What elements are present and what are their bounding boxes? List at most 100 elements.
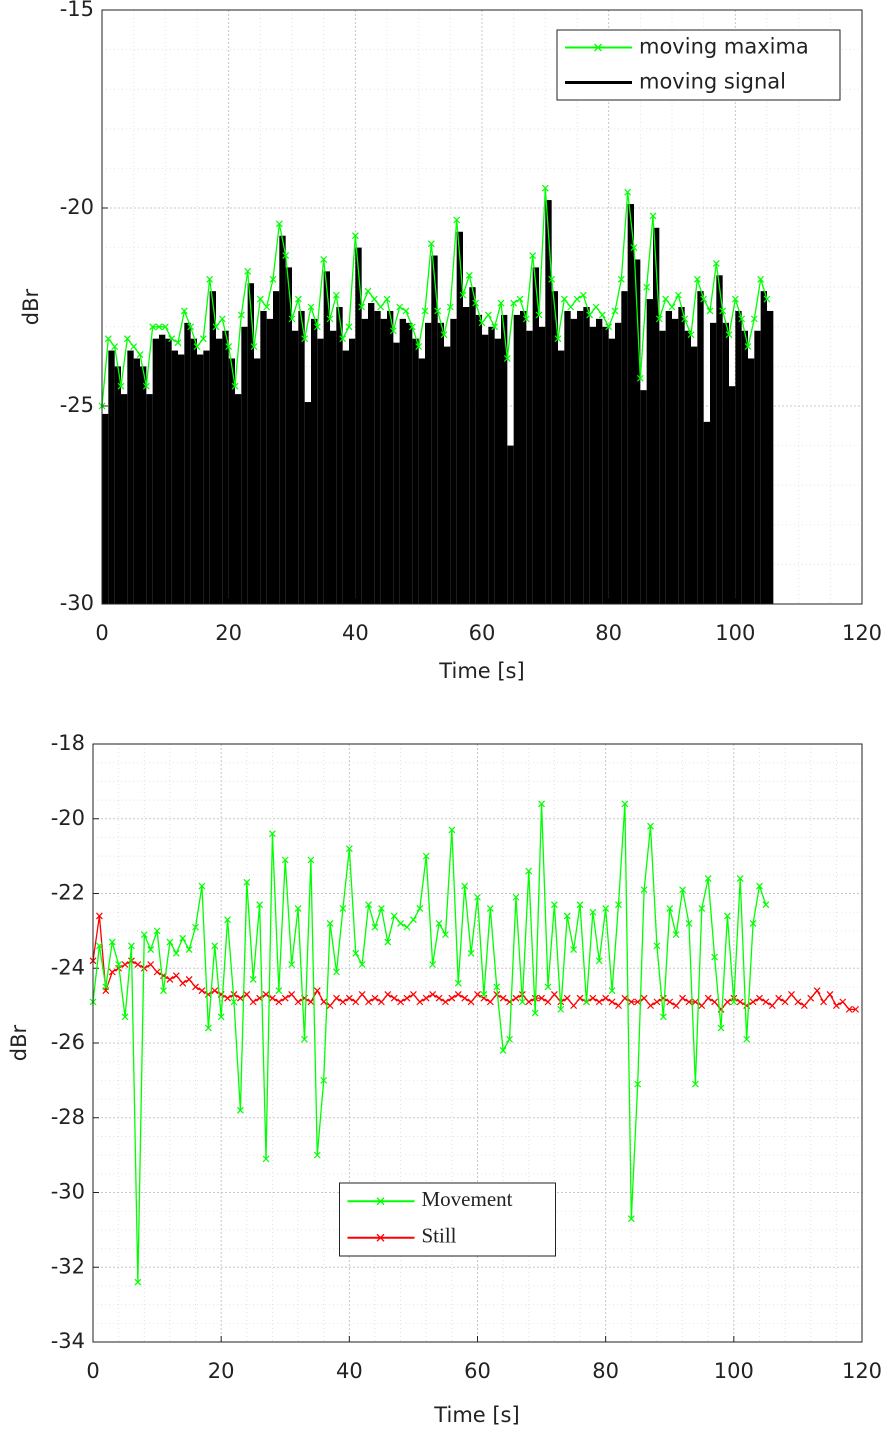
point-marker [153, 968, 161, 976]
point-marker [294, 295, 302, 303]
signal-bar [102, 413, 109, 604]
point-marker [211, 987, 219, 995]
point-marker [198, 987, 206, 995]
point-marker [467, 949, 475, 957]
point-marker [685, 998, 693, 1006]
point-marker [640, 886, 648, 894]
signal-bar [450, 318, 457, 604]
axes-box [101, 9, 863, 605]
point-marker [541, 184, 549, 192]
point-marker [206, 275, 214, 283]
point-marker [262, 990, 270, 998]
signal-bar [570, 318, 577, 604]
point-marker [516, 295, 524, 303]
point-marker [440, 331, 448, 339]
signal-bar [729, 386, 736, 604]
signal-bar [260, 310, 267, 604]
signal-bar [209, 291, 216, 604]
point-marker [313, 323, 321, 331]
point-marker [615, 901, 622, 909]
point-marker [243, 990, 251, 998]
point-marker [592, 303, 600, 311]
point-marker [478, 319, 486, 327]
point-marker [198, 882, 206, 890]
point-marker [589, 994, 597, 1002]
point-marker [608, 987, 616, 995]
point-marker [123, 335, 131, 343]
point-marker [288, 961, 296, 968]
signal-bar [577, 310, 584, 604]
signal-bar [494, 338, 501, 604]
point-marker [672, 1002, 680, 1010]
point-marker [155, 323, 163, 331]
signal-bar [551, 291, 558, 604]
point-marker [403, 994, 411, 1002]
point-marker [820, 998, 827, 1006]
point-marker [634, 1080, 642, 1088]
point-marker [832, 1002, 840, 1010]
point-marker [262, 1155, 270, 1163]
point-marker [711, 998, 719, 1006]
point-marker [95, 912, 103, 920]
point-marker [544, 983, 552, 991]
point-marker [807, 994, 815, 1002]
point-marker [586, 311, 594, 319]
point-marker [484, 311, 492, 319]
point-marker [518, 998, 526, 1006]
point-marker [691, 998, 699, 1006]
signal-bar [425, 322, 432, 604]
signal-bar [273, 291, 280, 604]
point-marker [756, 882, 763, 890]
point-marker [149, 323, 157, 331]
point-marker [422, 852, 430, 860]
signal-bar [456, 231, 463, 604]
point-marker [224, 916, 231, 924]
point-marker [557, 1005, 565, 1013]
point-marker [320, 1076, 328, 1084]
signal-bar [418, 358, 425, 604]
y-tick-label: -34 [51, 1329, 85, 1353]
point-marker [653, 942, 661, 950]
point-marker [416, 905, 424, 912]
point-marker [339, 998, 347, 1006]
signal-bar [171, 350, 178, 604]
point-marker [691, 1080, 699, 1088]
point-marker [685, 919, 693, 927]
signal-bar [266, 318, 273, 604]
signal-bar [222, 330, 229, 604]
point-marker [236, 994, 244, 1002]
point-marker [749, 919, 757, 927]
point-marker [738, 315, 746, 323]
point-marker [250, 343, 258, 351]
legend-marker [376, 1197, 385, 1206]
point-marker [282, 252, 290, 259]
point-marker [397, 919, 405, 927]
signal-bar [127, 350, 134, 604]
point-marker [212, 323, 220, 331]
point-marker [554, 335, 562, 343]
point-marker [700, 295, 708, 303]
signal-bar [133, 358, 140, 604]
point-marker [384, 990, 392, 998]
point-marker [275, 987, 283, 995]
point-marker [448, 826, 456, 834]
point-marker [313, 987, 321, 995]
point-marker [160, 987, 167, 995]
signal-bar [634, 259, 641, 604]
point-marker [666, 998, 674, 1006]
point-marker [269, 994, 276, 1002]
point-marker [653, 998, 661, 1006]
point-marker [503, 355, 511, 362]
signal-bar [678, 307, 685, 604]
signal-bar [241, 326, 248, 604]
point-marker [147, 946, 155, 953]
point-marker [384, 938, 392, 946]
signal-bar [298, 310, 305, 604]
point-marker [104, 335, 112, 343]
point-marker [621, 994, 629, 1002]
point-marker [108, 968, 116, 976]
point-marker [275, 220, 283, 228]
point-marker [472, 299, 480, 307]
point-marker [605, 323, 613, 331]
legend: Movement Still [339, 1182, 556, 1257]
